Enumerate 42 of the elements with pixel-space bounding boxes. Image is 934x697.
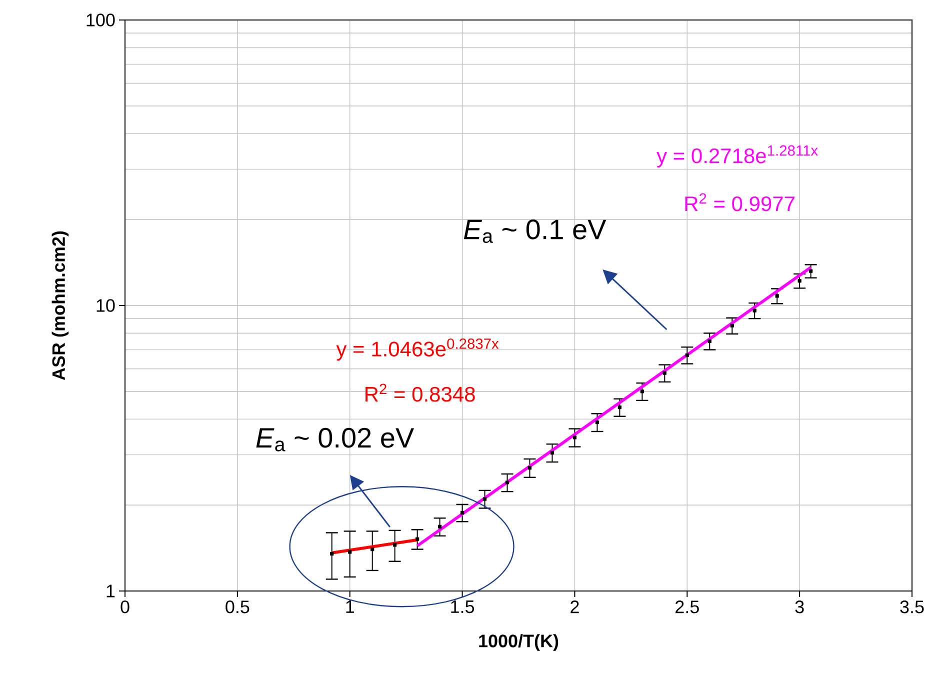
point (640, 390, 644, 394)
point (482, 497, 487, 501)
point (348, 550, 352, 554)
annotation: R$^{2}$ = 0.9977 (685, 193, 794, 212)
y-tick-label: 10 (96, 299, 115, 312)
annotation: E$_{a}$ ~ 0.02 eV (256, 428, 414, 452)
point (438, 524, 442, 528)
x-tick-label: 3 (795, 600, 804, 614)
point (460, 510, 464, 515)
point (752, 308, 756, 312)
point (730, 324, 734, 328)
point (505, 480, 510, 484)
y-tick-label: 100 (86, 14, 115, 26)
point (550, 450, 554, 455)
point (393, 543, 397, 547)
point (416, 537, 420, 541)
point (662, 371, 666, 375)
point (775, 294, 779, 298)
x-tick-label: 0 (120, 600, 130, 614)
point (572, 436, 577, 440)
annotation: R$^{2}$ = 0.8348 (366, 384, 475, 402)
x-tick-label: 2.5 (676, 600, 699, 614)
point (330, 552, 334, 556)
x-tick-label: 2 (570, 600, 579, 614)
point (708, 339, 712, 343)
point (595, 420, 600, 424)
x-tick-label: 1 (346, 600, 354, 613)
point (370, 547, 374, 552)
point (618, 405, 622, 410)
y-tick-label: 1 (106, 584, 115, 598)
x-tick-label: 1.5 (451, 600, 474, 614)
x-tick-label: 3.5 (900, 600, 924, 614)
point (798, 279, 802, 283)
annotation: y = 0.2718e$^{1.2811x}$ (656, 145, 818, 168)
point (809, 269, 813, 273)
annotation: y = 1.0463e$^{0.2837x}$ (336, 338, 499, 361)
point (685, 353, 689, 357)
annotation: E$_{a}$ ~ 0.1 eV (464, 220, 606, 243)
x-axis-title: 1000/T(K) (479, 634, 558, 651)
y-axis-title: ASR (mohm.cm2) (52, 231, 69, 380)
x-tick-label: 0.5 (226, 600, 250, 614)
point (528, 466, 532, 470)
